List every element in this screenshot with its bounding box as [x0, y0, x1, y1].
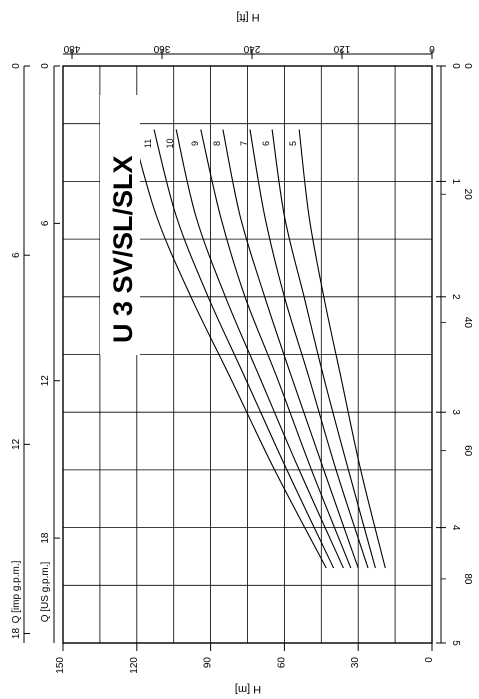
tick-label-head-m: 0: [424, 657, 435, 663]
tick-label-head-ft: 240: [243, 43, 260, 54]
tick-label-head-ft: 0: [429, 43, 435, 54]
chart-labels: 12111098765: [121, 138, 298, 148]
plot-border: [62, 65, 433, 644]
curve-label-8: 8: [212, 141, 222, 146]
tick-label-flow-lps: 0: [450, 63, 461, 69]
pump-curve-8: [222, 129, 359, 569]
pump-curve-5: [298, 129, 386, 569]
tick-label-us-gpm: 12: [40, 375, 51, 387]
curve-label-5: 5: [288, 141, 298, 146]
tick-label-head-m: 30: [350, 657, 361, 669]
curve-label-10: 10: [165, 138, 175, 148]
chart-title: U 3 SV/SL/SLX: [108, 155, 138, 343]
tick-label-flow-m3h: 80: [462, 573, 473, 585]
tick-label-imp-gpm: 6: [11, 252, 22, 258]
tick-label-head-ft: 120: [333, 43, 350, 54]
tick-label-head-m: 120: [129, 657, 140, 674]
tick-label-imp-gpm: 12: [11, 438, 22, 450]
tick-label-us-gpm: 18: [40, 532, 51, 544]
curve-label-7: 7: [239, 141, 249, 146]
chart-title-layer: U 3 SV/SL/SLX: [100, 95, 140, 355]
axis-label-head-m: H [m]: [235, 683, 261, 695]
pump-curve-12: [131, 129, 327, 569]
chart-curves: [131, 129, 386, 569]
tick-label-flow-m3h: 40: [462, 317, 473, 329]
tick-label-head-m: 90: [203, 657, 214, 669]
tick-label-head-m: 60: [276, 657, 287, 669]
tick-label-imp-gpm: 18: [11, 628, 22, 640]
tick-label-head-m: 150: [55, 657, 66, 674]
axis-label-head-ft: H [ft]: [236, 11, 259, 23]
tick-label-head-ft: 480: [63, 43, 80, 54]
tick-label-flow-lps: 2: [450, 294, 461, 300]
curve-label-9: 9: [190, 141, 200, 146]
axis-label-us-gpm: Q [US g.p.m.]: [40, 561, 51, 622]
tick-label-us-gpm: 6: [40, 220, 51, 226]
tick-label-flow-m3h: 0: [462, 63, 473, 69]
title-backdrop: [100, 95, 140, 355]
tick-label-imp-gpm: 0: [11, 63, 22, 69]
pump-curve-7: [249, 129, 369, 569]
tick-label-head-ft: 360: [153, 43, 170, 54]
tick-label-flow-lps: 1: [450, 179, 461, 185]
pump-curve-6: [271, 129, 376, 569]
tick-label-flow-m3h: 20: [462, 189, 473, 201]
tick-label-flow-m3h: 60: [462, 445, 473, 457]
tick-label-flow-lps: 4: [450, 525, 461, 531]
tick-label-flow-lps: 5: [450, 640, 461, 646]
pump-curve-9: [200, 129, 352, 569]
pump-curve-10: [175, 129, 344, 569]
tick-label-us-gpm: 0: [40, 63, 51, 69]
curve-label-11: 11: [143, 139, 153, 148]
axis-label-imp-gpm: Q [imp g.p.m.]: [11, 560, 22, 623]
tick-label-flow-lps: 3: [450, 409, 461, 415]
pump-curve-11: [153, 129, 335, 569]
curve-label-6: 6: [261, 141, 271, 146]
